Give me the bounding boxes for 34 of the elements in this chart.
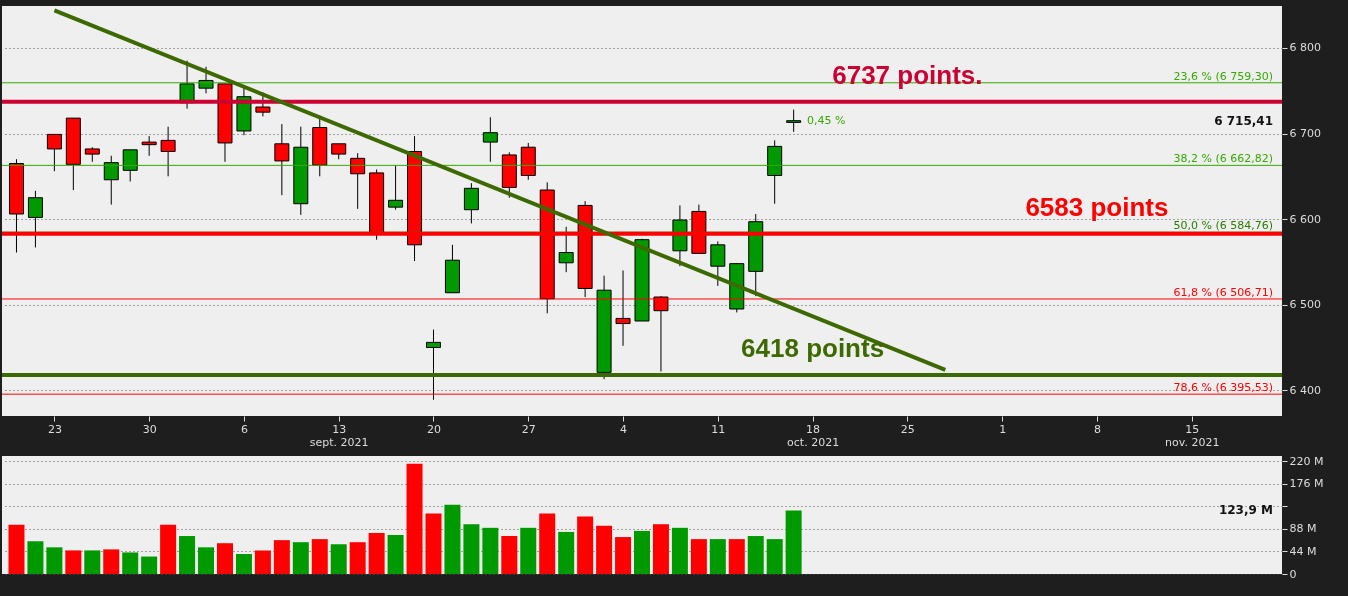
annotation: 6 715,41 [1214,113,1273,128]
x-tick-label: 13 sept. 2021 [309,422,369,449]
x-tick-label: 11 [711,422,726,436]
x-tick-label: 1 [999,422,1007,436]
ref-line-label: 50,0 % (6 584,76) [1173,219,1273,233]
x-tick-label: 30 [142,422,157,436]
x-tick-label: 27 [521,422,536,436]
x-tick-label: 6 [240,422,248,436]
ref-line-label: 23,6 % (6 759,30) [1173,69,1273,83]
y-tick-label: 88 M [1289,522,1317,536]
annotation: 6737 points. [832,59,983,90]
annotation: 123,9 M [1218,503,1273,518]
x-tick-label: 15 nov. 2021 [1165,422,1220,449]
annotation: 6418 points [741,332,885,363]
y-tick-label: 6 800 [1289,41,1321,55]
x-tick-label: 4 [620,422,628,436]
x-tick-label: 23 [47,422,62,436]
x-tick-label: 25 [900,422,915,436]
y-tick-label: 6 500 [1289,298,1321,312]
x-tick-label: 8 [1093,422,1101,436]
annotation: 6583 points [1025,191,1169,222]
y-tick-label: 0 [1289,567,1297,581]
y-tick-label: 6 700 [1289,127,1321,141]
x-tick-label: 20 [426,422,441,436]
x-tick-label: 18 oct. 2021 [787,422,840,449]
y-tick-label: 6 600 [1289,212,1321,226]
ref-line-label: 38,2 % (6 662,82) [1173,152,1273,166]
ref-line-label: 78,6 % (6 395,53) [1173,381,1273,395]
annotation: 0,45 % [807,113,846,127]
ref-line-label: 61,8 % (6 506,71) [1173,285,1273,299]
y-tick-label: 176 M [1289,477,1324,491]
y-tick-label: 6 400 [1289,383,1321,397]
y-tick-label: 44 M [1289,544,1317,558]
y-tick-label: 220 M [1289,454,1324,468]
